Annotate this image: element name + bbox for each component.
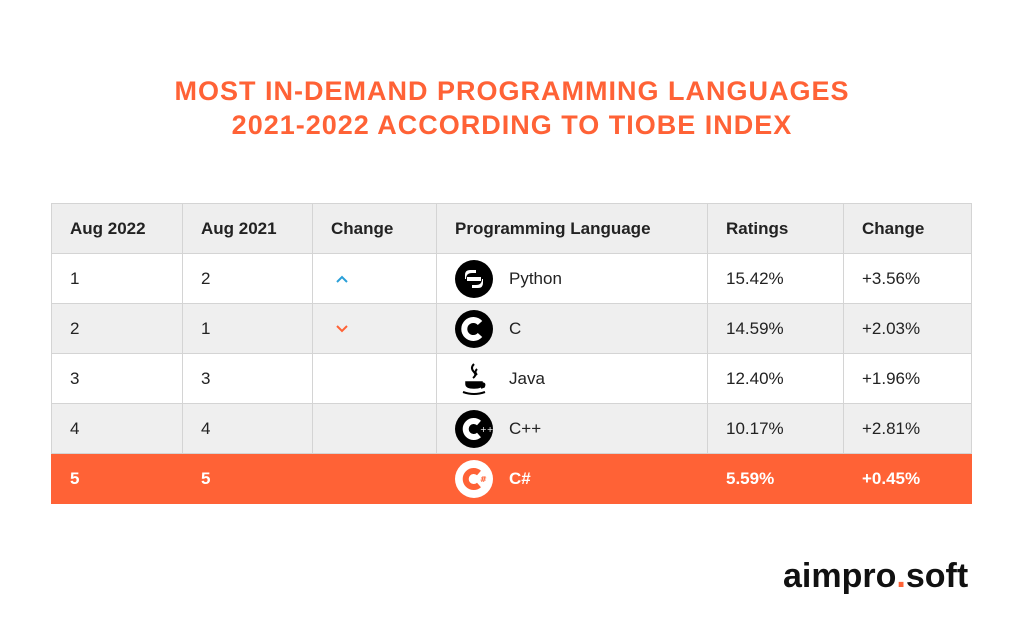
python-icon — [455, 259, 493, 298]
table-row: 1 2 Python 15.42% +3.56% — [51, 253, 972, 304]
table-row: 2 1 C 14.59% +2.03% — [51, 303, 972, 354]
header-rating-change: Change — [843, 203, 972, 254]
language-name: C# — [509, 468, 531, 488]
title-line-1: MOST IN-DEMAND PROGRAMMING LANGUAGES — [174, 76, 850, 106]
header-aug-2022: Aug 2022 — [51, 203, 183, 254]
cell-rating-change: +2.81% — [843, 403, 972, 454]
cell-rank-2022: 1 — [51, 253, 183, 304]
language-name: C++ — [509, 418, 542, 438]
cell-rating-change: +3.56% — [843, 253, 972, 304]
rankings-table: Aug 2022 Aug 2021 Change Programming Lan… — [51, 203, 972, 504]
cell-rank-2021: 3 — [182, 353, 313, 404]
cell-rating-change: +0.45% — [843, 453, 972, 504]
cell-rating-change: +1.96% — [843, 353, 972, 404]
cpp-icon: ++ — [455, 409, 493, 448]
cell-language: # C# — [436, 453, 708, 504]
cell-rating: 5.59% — [707, 453, 844, 504]
cell-rank-2021: 4 — [182, 403, 313, 454]
cell-language: ++ C++ — [436, 403, 708, 454]
svg-text:#: # — [480, 475, 487, 484]
cell-rating-change: +2.03% — [843, 303, 972, 354]
cell-language: Java — [436, 353, 708, 404]
arrow-down-icon — [336, 324, 348, 332]
cell-change — [312, 453, 437, 504]
aimprosoft-logo: aimpro.soft — [783, 557, 968, 596]
cell-language: C — [436, 303, 708, 354]
language-name: Python — [509, 268, 562, 288]
cell-rating: 15.42% — [707, 253, 844, 304]
cell-language: Python — [436, 253, 708, 304]
table-row-highlighted: 5 5 # C# 5.59% +0.45% — [51, 453, 972, 504]
cell-change — [312, 303, 437, 354]
cell-rating: 10.17% — [707, 403, 844, 454]
cell-rank-2022: 3 — [51, 353, 183, 404]
cell-rank-2022: 4 — [51, 403, 183, 454]
logo-part-2: soft — [905, 557, 969, 595]
cell-rank-2021: 2 — [182, 253, 313, 304]
svg-text:++: ++ — [480, 425, 493, 434]
arrow-up-icon — [336, 275, 348, 283]
logo-dot: . — [896, 557, 906, 595]
cell-rating: 12.40% — [707, 353, 844, 404]
header-ratings: Ratings — [707, 203, 844, 254]
header-change: Change — [312, 203, 437, 254]
page-title: MOST IN-DEMAND PROGRAMMING LANGUAGES 202… — [0, 74, 1024, 142]
header-aug-2021: Aug 2021 — [182, 203, 313, 254]
cell-rank-2022: 2 — [51, 303, 183, 354]
cell-rank-2021: 1 — [182, 303, 313, 354]
csharp-icon: # — [455, 459, 493, 498]
cell-rank-2021: 5 — [182, 453, 313, 504]
cell-change — [312, 353, 437, 404]
cell-rating: 14.59% — [707, 303, 844, 354]
table-row: 3 3 Java 12.40% +1.96% — [51, 353, 972, 404]
table-row: 4 4 ++ C++ 10.17% +2.81% — [51, 403, 972, 454]
header-language: Programming Language — [436, 203, 708, 254]
java-icon — [462, 362, 486, 395]
table-header: Aug 2022 Aug 2021 Change Programming Lan… — [51, 203, 972, 254]
language-name: Java — [509, 368, 545, 388]
cell-rank-2022: 5 — [51, 453, 183, 504]
title-line-2: 2021-2022 ACCORDING TO TIOBE INDEX — [231, 110, 793, 140]
logo-part-1: aimpro — [783, 557, 897, 595]
c-icon — [455, 309, 493, 348]
cell-change — [312, 403, 437, 454]
language-name: C — [509, 318, 522, 338]
cell-change — [312, 253, 437, 304]
